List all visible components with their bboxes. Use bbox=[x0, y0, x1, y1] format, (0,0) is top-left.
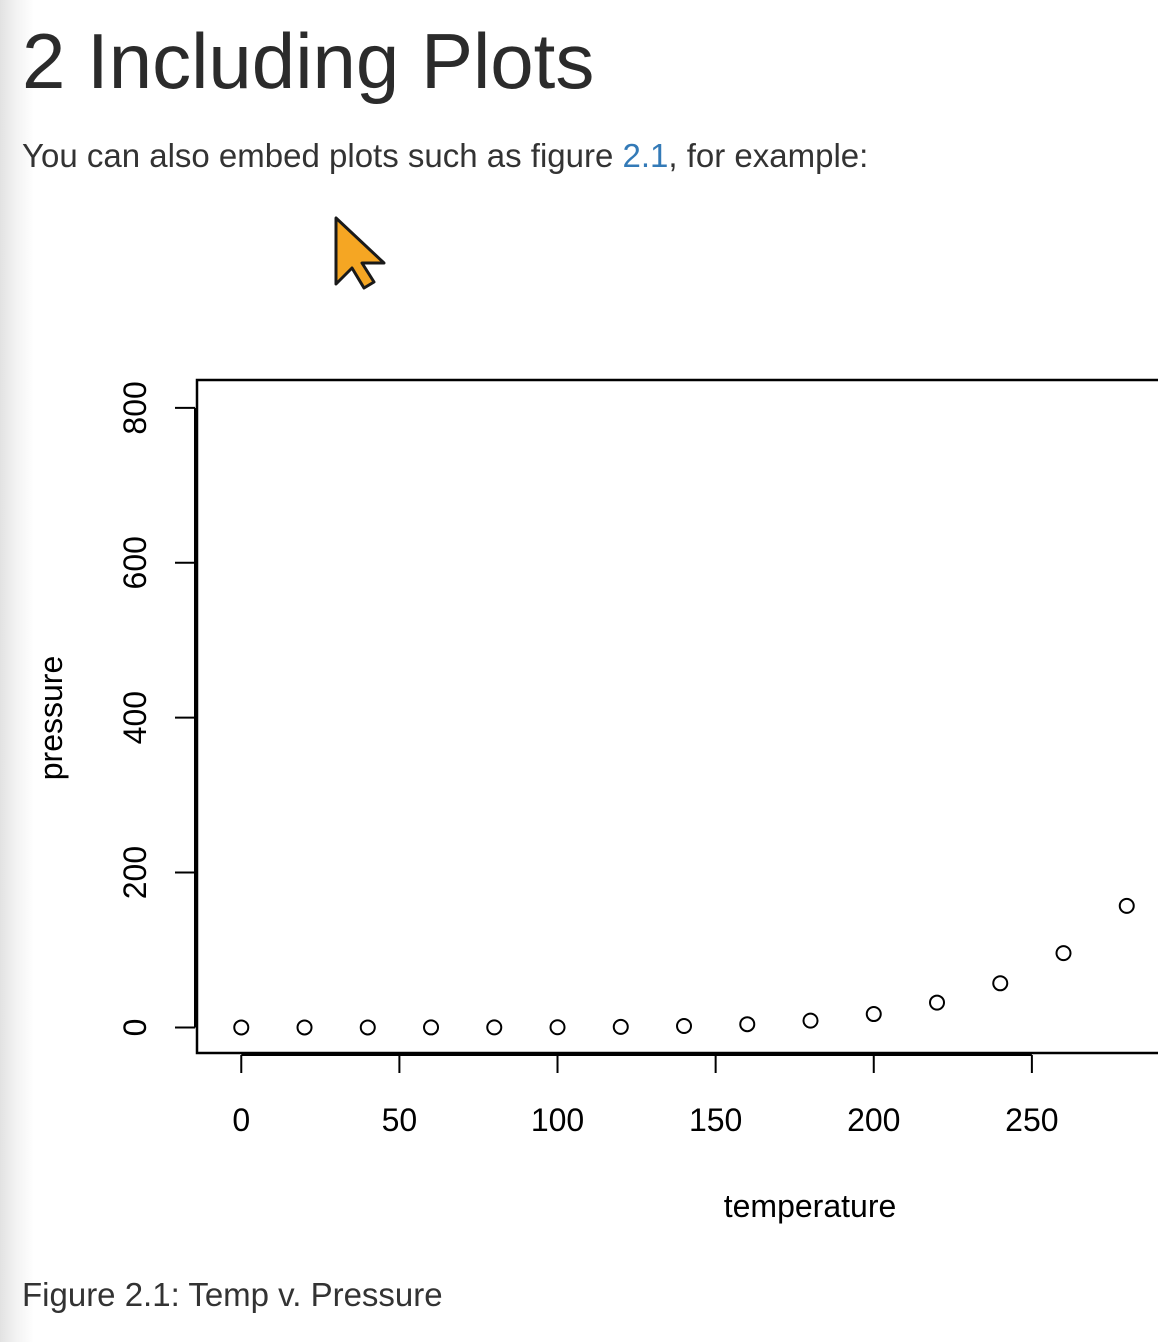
y-tick-label: 0 bbox=[117, 1019, 153, 1037]
data-point bbox=[549, 1019, 566, 1036]
data-point bbox=[739, 1016, 756, 1033]
data-point bbox=[1118, 897, 1135, 914]
x-tick-label: 0 bbox=[232, 1102, 250, 1138]
figure-caption: Figure 2.1: Temp v. Pressure bbox=[22, 1276, 443, 1313]
x-tick-label: 150 bbox=[689, 1102, 742, 1138]
data-point bbox=[676, 1018, 693, 1035]
data-point bbox=[359, 1019, 376, 1036]
x-tick-label: 250 bbox=[1005, 1102, 1058, 1138]
x-axis-title: temperature bbox=[724, 1188, 897, 1224]
y-tick-label: 800 bbox=[117, 381, 153, 434]
data-point bbox=[802, 1012, 819, 1029]
section-heading: 2 Including Plots bbox=[22, 17, 595, 105]
x-tick-label: 50 bbox=[382, 1102, 418, 1138]
y-axis-title: pressure bbox=[33, 656, 69, 781]
scatter-plot: 0 50 100 150 200 250 0 200 400 600 800 temperature p… bbox=[33, 378, 1158, 1224]
data-point bbox=[296, 1019, 313, 1036]
intro-paragraph: You can also embed plots such as figure … bbox=[22, 136, 868, 176]
arrow-pointer-icon bbox=[334, 216, 386, 290]
x-tick-label: 200 bbox=[847, 1102, 900, 1138]
figure-reference-link[interactable]: 2.1 bbox=[622, 137, 669, 174]
data-point bbox=[486, 1019, 503, 1036]
intro-text-after: , for example: bbox=[668, 137, 869, 174]
data-point bbox=[929, 994, 946, 1011]
x-tick-label: 100 bbox=[531, 1102, 584, 1138]
plot-frame bbox=[195, 378, 1158, 1055]
y-tick-label: 600 bbox=[117, 536, 153, 589]
y-tick-label: 200 bbox=[117, 846, 153, 899]
data-point bbox=[865, 1006, 882, 1023]
data-point bbox=[992, 975, 1009, 992]
data-point bbox=[1055, 945, 1072, 962]
data-point bbox=[423, 1019, 440, 1036]
data-point bbox=[233, 1019, 250, 1036]
data-point bbox=[612, 1018, 629, 1035]
intro-text-before: You can also embed plots such as figure bbox=[22, 137, 623, 174]
y-tick-label: 400 bbox=[117, 691, 153, 744]
left-shadow bbox=[0, 0, 34, 1342]
